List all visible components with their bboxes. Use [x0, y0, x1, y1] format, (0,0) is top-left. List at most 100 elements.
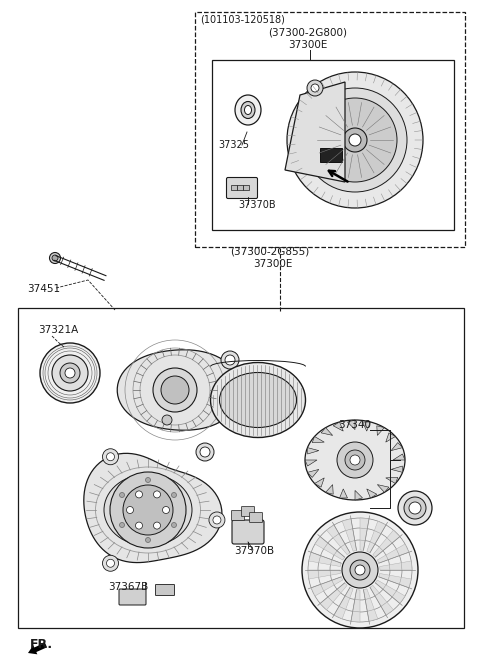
- Circle shape: [213, 516, 221, 524]
- Polygon shape: [370, 530, 381, 544]
- Circle shape: [337, 442, 373, 478]
- Circle shape: [103, 449, 119, 465]
- Circle shape: [120, 493, 124, 498]
- Circle shape: [135, 491, 143, 498]
- Circle shape: [225, 355, 235, 365]
- Circle shape: [161, 376, 189, 404]
- Circle shape: [221, 351, 239, 369]
- Text: FR.: FR.: [30, 638, 53, 651]
- Polygon shape: [383, 585, 396, 597]
- Circle shape: [171, 493, 177, 498]
- Circle shape: [303, 88, 407, 192]
- Polygon shape: [386, 549, 399, 560]
- Polygon shape: [390, 563, 402, 570]
- Circle shape: [52, 355, 88, 391]
- Polygon shape: [350, 540, 357, 551]
- Circle shape: [350, 560, 370, 580]
- Polygon shape: [314, 478, 324, 487]
- Polygon shape: [326, 525, 339, 538]
- Text: 37300E: 37300E: [253, 259, 292, 269]
- Circle shape: [145, 477, 151, 483]
- Polygon shape: [387, 530, 400, 543]
- Circle shape: [60, 363, 80, 383]
- Polygon shape: [401, 561, 412, 570]
- Circle shape: [65, 368, 75, 378]
- Circle shape: [145, 538, 151, 542]
- Ellipse shape: [104, 474, 192, 546]
- Polygon shape: [379, 573, 390, 581]
- Circle shape: [103, 555, 119, 571]
- Text: 37367B: 37367B: [108, 582, 148, 592]
- Circle shape: [52, 255, 58, 261]
- Polygon shape: [381, 602, 394, 615]
- Circle shape: [127, 506, 133, 514]
- Polygon shape: [363, 589, 370, 600]
- Bar: [320, 148, 342, 162]
- FancyBboxPatch shape: [231, 510, 244, 520]
- Circle shape: [40, 343, 100, 403]
- Polygon shape: [325, 485, 333, 495]
- Polygon shape: [305, 460, 317, 466]
- FancyBboxPatch shape: [227, 177, 257, 199]
- Polygon shape: [341, 544, 350, 555]
- Circle shape: [135, 522, 143, 529]
- Polygon shape: [375, 580, 386, 589]
- Polygon shape: [334, 551, 345, 560]
- Polygon shape: [318, 570, 330, 577]
- Bar: [195, 12, 465, 247]
- Ellipse shape: [305, 420, 405, 500]
- Polygon shape: [399, 577, 411, 588]
- Polygon shape: [367, 489, 377, 498]
- Text: (37300-2G855): (37300-2G855): [230, 246, 309, 256]
- Circle shape: [404, 497, 426, 519]
- Circle shape: [313, 98, 397, 182]
- Circle shape: [110, 472, 186, 548]
- Polygon shape: [380, 565, 390, 570]
- Circle shape: [154, 522, 160, 529]
- Text: 37325: 37325: [218, 140, 249, 150]
- Bar: [231, 185, 237, 190]
- Polygon shape: [377, 485, 389, 493]
- Ellipse shape: [211, 363, 305, 438]
- Polygon shape: [312, 436, 324, 443]
- Circle shape: [409, 502, 421, 514]
- Polygon shape: [319, 555, 332, 565]
- Text: (37300-2G800): (37300-2G800): [268, 27, 347, 37]
- Polygon shape: [334, 606, 346, 619]
- Circle shape: [196, 443, 214, 461]
- Polygon shape: [346, 529, 355, 542]
- Polygon shape: [311, 585, 324, 596]
- Polygon shape: [386, 433, 396, 442]
- Circle shape: [123, 485, 173, 535]
- Polygon shape: [337, 583, 347, 593]
- Polygon shape: [285, 82, 345, 182]
- Text: (101103-120518): (101103-120518): [200, 14, 285, 24]
- Polygon shape: [332, 577, 343, 585]
- Circle shape: [307, 80, 323, 96]
- Circle shape: [200, 447, 210, 457]
- Bar: [18, 308, 464, 628]
- Polygon shape: [84, 453, 222, 563]
- Circle shape: [287, 72, 423, 208]
- Polygon shape: [351, 612, 360, 622]
- Polygon shape: [391, 443, 403, 451]
- Bar: [243, 185, 249, 190]
- Circle shape: [345, 450, 365, 470]
- Ellipse shape: [219, 373, 297, 428]
- Text: 37451: 37451: [27, 284, 60, 294]
- Polygon shape: [391, 466, 403, 473]
- FancyBboxPatch shape: [119, 589, 146, 605]
- Circle shape: [349, 134, 361, 146]
- Bar: [212, 60, 454, 230]
- Circle shape: [162, 415, 172, 425]
- Circle shape: [398, 491, 432, 525]
- Circle shape: [163, 506, 169, 514]
- Polygon shape: [339, 596, 350, 610]
- Circle shape: [342, 552, 378, 588]
- Circle shape: [343, 128, 367, 152]
- Text: 37340: 37340: [338, 420, 371, 430]
- Polygon shape: [353, 600, 360, 612]
- Polygon shape: [375, 593, 387, 606]
- Polygon shape: [392, 591, 405, 604]
- Circle shape: [209, 512, 225, 528]
